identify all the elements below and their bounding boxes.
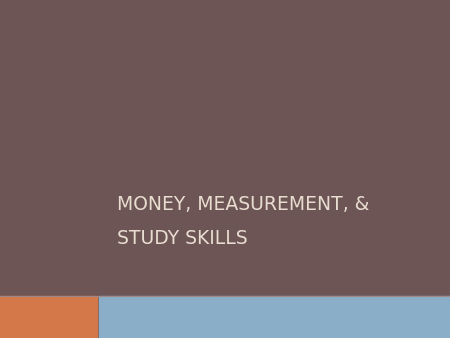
Bar (99, 296, 450, 338)
Text: MONEY, MEASUREMENT, &: MONEY, MEASUREMENT, & (117, 195, 369, 214)
Bar (0, 296, 97, 338)
Text: STUDY SKILLS: STUDY SKILLS (117, 229, 248, 248)
